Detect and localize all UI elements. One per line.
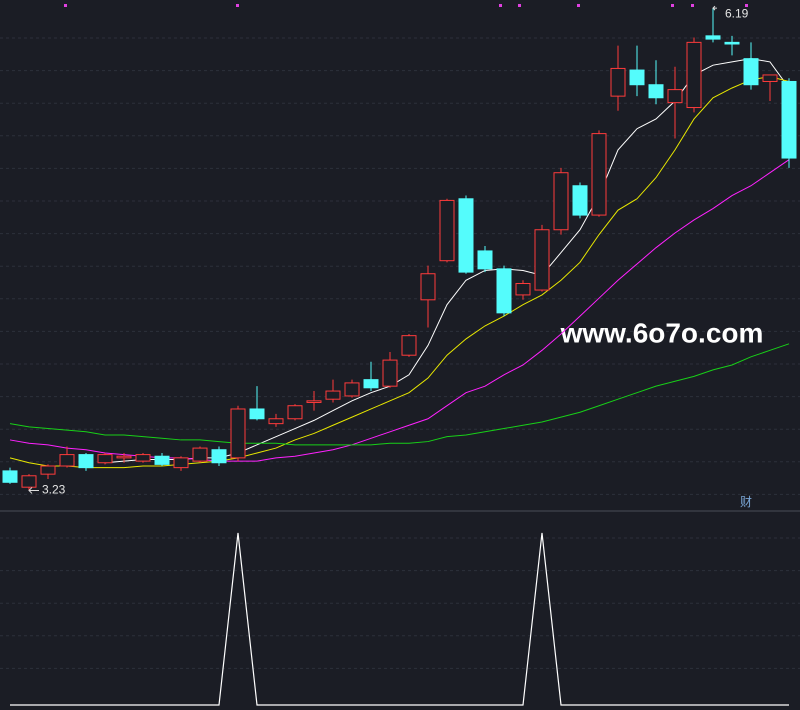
signal-dots <box>64 4 748 7</box>
candle-body <box>325 390 341 400</box>
candle-body <box>667 89 683 104</box>
candle-body <box>401 335 417 356</box>
candle-body <box>135 454 151 462</box>
candle-body <box>591 133 607 216</box>
ma-line <box>9 343 790 446</box>
candle-body <box>496 268 512 314</box>
candle-body <box>629 69 645 86</box>
candle-body <box>648 84 664 99</box>
candle-body <box>287 405 303 420</box>
candle-body <box>344 382 360 397</box>
candle-body <box>705 35 721 40</box>
candle-body <box>40 465 56 475</box>
candle-body <box>78 454 94 469</box>
candle-body <box>249 408 265 420</box>
candle-body <box>97 454 113 464</box>
candle-body <box>762 74 778 82</box>
candle-body <box>268 418 284 425</box>
high-label: 6.19 <box>725 6 749 20</box>
candle-body <box>610 67 626 97</box>
high-pointer <box>712 5 717 11</box>
candle-body <box>2 470 18 483</box>
ma-line <box>9 76 790 469</box>
candle-body <box>572 185 588 216</box>
candle-body <box>439 199 455 262</box>
candle-body <box>420 273 436 301</box>
candle-body <box>211 449 227 464</box>
candle-body <box>173 457 189 469</box>
candle-body <box>458 198 474 273</box>
candle-body <box>116 455 132 459</box>
candle-body <box>21 475 37 488</box>
candle-body <box>477 250 493 270</box>
candle-body <box>743 58 759 86</box>
candle-body <box>553 172 569 231</box>
grid <box>0 37 800 669</box>
candle-body <box>363 379 379 389</box>
ma-line <box>9 159 790 462</box>
candle-body <box>59 454 75 467</box>
candle-body <box>192 447 208 462</box>
low-label: 3.23 <box>42 483 66 497</box>
candle-body <box>382 359 398 387</box>
corner-label: 财 <box>740 495 752 509</box>
candle-body <box>230 408 246 459</box>
candle-body <box>515 283 531 296</box>
candle-body <box>724 41 740 45</box>
candle-body <box>154 455 170 465</box>
watermark: www.6o7o.com <box>560 317 764 348</box>
candle-body <box>781 80 797 159</box>
indicator-line <box>10 532 789 706</box>
candle-body <box>534 229 550 291</box>
candle-body <box>686 41 702 109</box>
candle-body <box>306 400 322 403</box>
low-pointer <box>28 487 39 494</box>
